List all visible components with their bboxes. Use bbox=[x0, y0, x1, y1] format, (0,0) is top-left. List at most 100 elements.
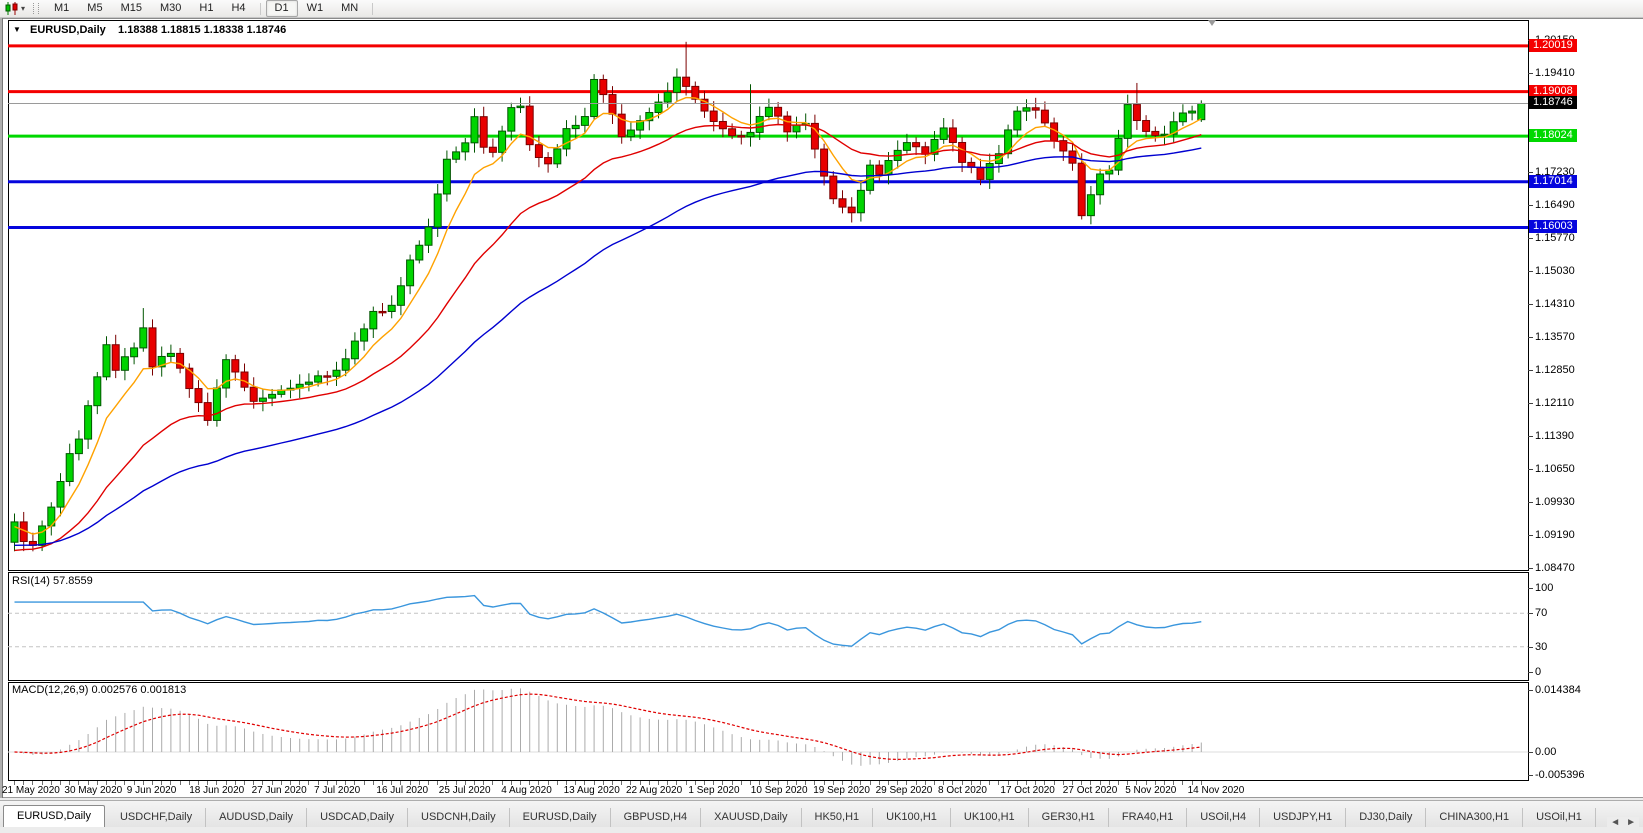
date-axis-tick bbox=[354, 781, 356, 785]
tab-scroll-right-button[interactable]: ► bbox=[1626, 817, 1636, 828]
collapse-chart-icon[interactable]: ▼ bbox=[13, 25, 21, 34]
chart-shift-marker[interactable] bbox=[1208, 20, 1216, 26]
date-axis-tick bbox=[722, 781, 724, 785]
rsi-axis-tick bbox=[1528, 672, 1533, 673]
price-tick-label: 1.10650 bbox=[1535, 463, 1575, 476]
macd-indicator-plot[interactable] bbox=[8, 682, 1529, 781]
chart-tab-usdjpy-h1[interactable]: USDJPY,H1 bbox=[1260, 808, 1347, 827]
chart-tab-usoil-h1[interactable]: USOil,H1 bbox=[1523, 808, 1596, 827]
timeframe-button-h1[interactable]: H1 bbox=[199, 2, 214, 14]
date-axis-tick bbox=[952, 781, 954, 785]
date-axis-tick bbox=[1154, 781, 1156, 785]
date-axis-tick bbox=[1099, 781, 1101, 785]
chart-ohlc-values: 1.18388 1.18815 1.18338 1.18746 bbox=[118, 24, 287, 36]
date-axis-tick bbox=[980, 781, 981, 785]
date-axis-tick bbox=[648, 781, 650, 785]
price-line-tag-support-4[interactable]: 1.16003 bbox=[1529, 220, 1577, 234]
date-axis-tick bbox=[50, 781, 52, 785]
timeframe-toolbar: M1 M5 M15 M30 H1 H4 D1 W1 MN bbox=[45, 0, 378, 17]
date-axis-tick bbox=[814, 781, 816, 785]
timeframe-button-w1[interactable]: W1 bbox=[306, 2, 324, 14]
chart-tab-uk100-h1[interactable]: UK100,H1 bbox=[873, 808, 951, 827]
date-axis-tick bbox=[418, 781, 420, 785]
timeframe-button-mn[interactable]: MN bbox=[341, 2, 359, 14]
price-axis-tick bbox=[1528, 172, 1533, 173]
chart-tab-hk50-h1[interactable]: HK50,H1 bbox=[802, 808, 874, 827]
date-axis-tick bbox=[851, 781, 853, 785]
timeframe-button-h4[interactable]: H4 bbox=[231, 2, 246, 14]
date-axis-tick bbox=[262, 781, 264, 785]
macd-axis-label: 0.00 bbox=[1535, 746, 1557, 758]
date-axis-tick bbox=[566, 781, 567, 785]
date-axis-tick bbox=[1145, 781, 1147, 785]
macd-axis-label: 0.014384 bbox=[1535, 684, 1581, 697]
date-axis-tick bbox=[271, 781, 273, 785]
date-label: 25 Jul 2020 bbox=[438, 785, 491, 796]
date-axis-tick bbox=[1173, 781, 1175, 785]
timeframe-button-m1[interactable]: M1 bbox=[54, 2, 70, 14]
chart-tab-usdcad-daily[interactable]: USDCAD,Daily bbox=[307, 808, 409, 827]
date-axis-tick bbox=[1053, 781, 1055, 785]
date-axis-tick bbox=[777, 781, 779, 785]
timeframe-button-m30[interactable]: M30 bbox=[159, 2, 182, 14]
date-axis-tick bbox=[142, 781, 144, 785]
chart-tab-eurusd-daily[interactable]: EURUSD,Daily bbox=[510, 808, 611, 827]
chart-tab-usdchf-daily[interactable]: USDCHF,Daily bbox=[107, 808, 207, 827]
timeframe-button-d1[interactable]: D1 bbox=[265, 0, 298, 17]
date-axis-tick bbox=[464, 781, 466, 785]
chart-tab-ger30-h1[interactable]: GER30,H1 bbox=[1029, 808, 1109, 827]
chart-tab-usdcnh-daily[interactable]: USDCNH,Daily bbox=[408, 808, 510, 827]
date-axis-tick bbox=[345, 781, 347, 785]
chart-tab-audusd-daily[interactable]: AUDUSD,Daily bbox=[206, 808, 308, 827]
chart-tab-bar: EURUSD,Daily USDCHF,Daily AUDUSD,Daily USDC… bbox=[0, 800, 1643, 827]
rsi-axis-label: 100 bbox=[1535, 582, 1554, 594]
price-line-tag-pivot-2[interactable]: 1.18024 bbox=[1529, 129, 1577, 143]
date-axis-tick bbox=[32, 781, 34, 785]
date-axis-tick bbox=[474, 781, 475, 785]
date-axis-tick bbox=[713, 781, 715, 785]
date-axis-tick bbox=[23, 781, 25, 785]
price-axis-tick bbox=[1528, 469, 1533, 471]
timeframe-button-m5[interactable]: M5 bbox=[87, 2, 103, 14]
chart-tab-fra40-h1[interactable]: FRA40,H1 bbox=[1109, 808, 1188, 827]
price-axis-tick bbox=[1528, 403, 1533, 405]
date-axis-tick bbox=[924, 781, 926, 785]
date-axis-tick bbox=[510, 781, 512, 785]
price-axis-tick bbox=[1528, 370, 1533, 371]
timeframe-button-m15[interactable]: M15 bbox=[120, 2, 142, 14]
price-line-tag-support-3[interactable]: 1.17014 bbox=[1529, 174, 1577, 188]
chart-tab-uk100-h1[interactable]: UK100,H1 bbox=[951, 808, 1029, 827]
macd-indicator-label: MACD(12,26,9) 0.002576 0.001813 bbox=[12, 684, 187, 696]
chart-tab-china300-h1[interactable]: CHINA300,H1 bbox=[1426, 808, 1524, 827]
chart-tab-gbpusd-h4[interactable]: GBPUSD,H4 bbox=[611, 808, 702, 827]
date-axis-tick bbox=[998, 781, 1000, 785]
price-line-tag-resistance-0[interactable]: 1.20019 bbox=[1529, 38, 1577, 52]
chart-tab-eurusd-daily[interactable]: EURUSD,Daily bbox=[3, 805, 105, 827]
date-label: 9 Jun 2020 bbox=[126, 785, 177, 796]
rsi-axis-label: 30 bbox=[1535, 640, 1548, 653]
date-axis-tick bbox=[308, 781, 310, 785]
chart-tab-usoil-h4[interactable]: USOil,H4 bbox=[1187, 808, 1261, 827]
date-axis-tick bbox=[326, 781, 328, 785]
date-axis-tick bbox=[1062, 781, 1064, 785]
date-label: 17 Oct 2020 bbox=[1000, 785, 1055, 796]
date-axis-tick bbox=[152, 781, 153, 785]
candlestick-chart-icon[interactable] bbox=[3, 2, 21, 16]
date-axis-tick bbox=[731, 781, 733, 785]
date-axis-tick bbox=[437, 781, 439, 785]
panel-splitter-rsi[interactable] bbox=[8, 570, 1529, 572]
price-line-tag-resistance-1[interactable]: 1.19008 bbox=[1529, 84, 1577, 98]
date-axis-tick bbox=[179, 781, 181, 785]
rsi-indicator-plot[interactable] bbox=[8, 572, 1529, 681]
chart-tab-xauusd-daily[interactable]: XAUUSD,Daily bbox=[701, 808, 802, 827]
rsi-axis-label: 70 bbox=[1535, 607, 1548, 620]
chart-type-dropdown-caret[interactable]: ▾ bbox=[21, 4, 26, 13]
chart-tab-dj30-daily[interactable]: DJ30,Daily bbox=[1346, 808, 1427, 827]
panel-splitter-macd[interactable] bbox=[8, 680, 1529, 682]
date-label: 29 Sep 2020 bbox=[875, 785, 933, 796]
date-axis-tick bbox=[1026, 781, 1027, 785]
date-axis-tick bbox=[1164, 781, 1165, 785]
date-label: 13 Aug 2020 bbox=[563, 785, 620, 796]
main-chart-plot[interactable] bbox=[8, 20, 1529, 571]
tab-scroll-left-button[interactable]: ◄ bbox=[1610, 817, 1621, 828]
